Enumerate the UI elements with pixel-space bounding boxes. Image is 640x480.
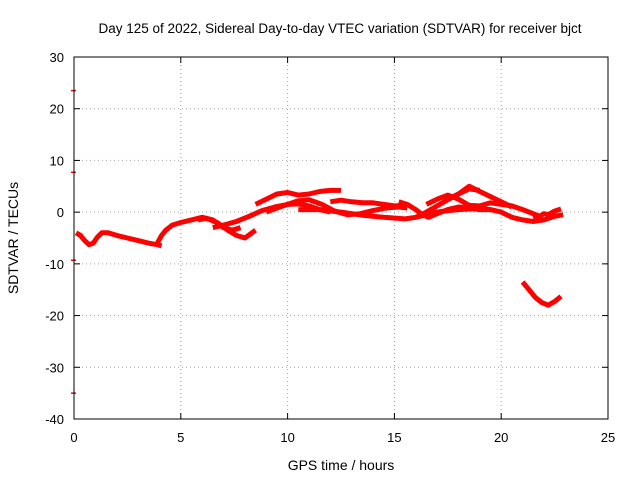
grid-layer <box>74 57 608 419</box>
y-tick-label: -10 <box>45 257 64 272</box>
series-line-arc-5 <box>254 187 341 207</box>
plot-frame <box>73 56 609 420</box>
series-line-arc-13 <box>532 206 562 221</box>
series-line-arc-8 <box>329 197 406 209</box>
x-tick-label: 25 <box>601 430 615 445</box>
x-tick-label: 20 <box>494 430 508 445</box>
series-line-arc-1 <box>74 230 163 249</box>
y-tick-labels: -40 -30 -20 -10 0 10 20 30 <box>45 50 64 427</box>
y-tick-label: -40 <box>45 412 64 427</box>
x-tick-label: 15 <box>387 430 401 445</box>
y-tick-label: 30 <box>50 50 64 65</box>
x-tick-labels: 0 5 10 15 20 25 <box>70 430 615 445</box>
y-tick-label: 20 <box>50 102 64 117</box>
series-line-arc-14 <box>520 280 563 308</box>
series-line-arc-10 <box>425 192 541 219</box>
series-layer <box>74 183 564 308</box>
y-tick-label: -20 <box>45 309 64 324</box>
series-line-arc-12 <box>446 183 513 210</box>
x-tick-label: 0 <box>70 430 77 445</box>
x-tick-label: 5 <box>177 430 184 445</box>
x-tick-label: 10 <box>280 430 294 445</box>
chart-title: Day 125 of 2022, Sidereal Day-to-day VTE… <box>99 21 582 36</box>
x-axis-label: GPS time / hours <box>288 457 395 473</box>
y-tick-label: 10 <box>50 153 64 168</box>
series-line-arc-3 <box>197 215 258 241</box>
series-line-arc-11 <box>415 206 564 224</box>
ticks <box>73 56 609 420</box>
y-axis-label: SDTVAR / TECUs <box>5 182 21 294</box>
y-tick-label: 0 <box>57 205 64 220</box>
y-tick-label: -30 <box>45 360 64 375</box>
